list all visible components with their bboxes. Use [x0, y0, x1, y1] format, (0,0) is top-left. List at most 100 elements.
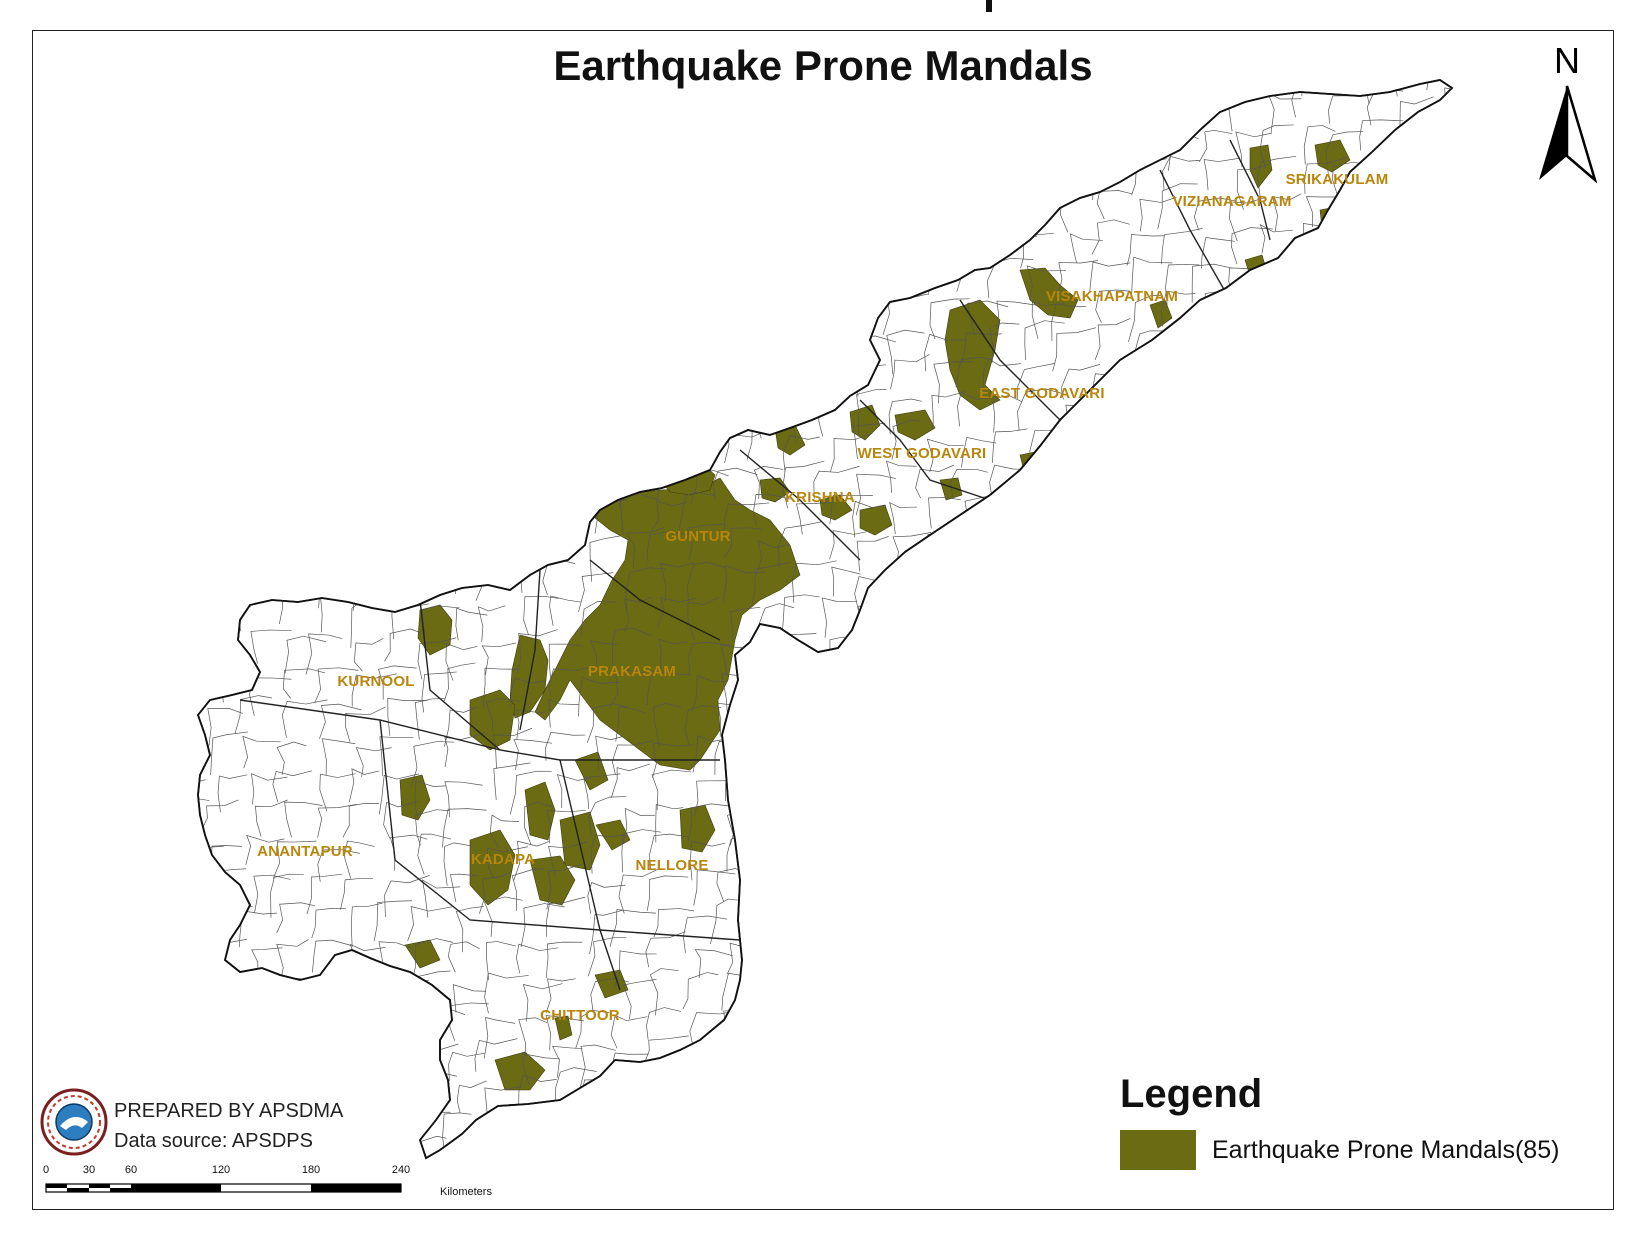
mandal-boundary	[515, 433, 551, 475]
mandal-boundary	[923, 1107, 958, 1141]
mandal-boundary	[586, 703, 628, 743]
mandal-boundary	[548, 841, 587, 877]
mandal-boundary	[647, 186, 681, 223]
mandal-boundary	[418, 336, 450, 365]
mandal-boundary	[1264, 701, 1296, 741]
mandal-boundary	[921, 1012, 955, 1044]
mandal-boundary	[553, 1140, 582, 1158]
mandal-boundary	[1442, 534, 1452, 564]
mandal-boundary	[1406, 603, 1442, 648]
mandal-boundary	[1234, 304, 1271, 339]
mandal-boundary	[1297, 911, 1336, 951]
mandal-boundary	[1266, 396, 1297, 435]
mandal-boundary	[280, 203, 321, 244]
mandal-boundary	[383, 800, 420, 839]
mandal-boundary	[1401, 832, 1443, 868]
mandal-boundary	[1297, 425, 1333, 460]
mandal-boundary	[207, 707, 243, 746]
mandal-boundary	[455, 906, 484, 953]
mandal-boundary	[589, 639, 619, 673]
mandal-boundary	[1306, 335, 1346, 376]
mandal-boundary	[642, 355, 679, 400]
mandal-boundary	[1303, 1005, 1337, 1045]
mandal-boundary	[1401, 662, 1437, 707]
mandal-boundary	[723, 1009, 759, 1047]
mandal-boundary	[966, 220, 1002, 259]
mandal-boundary	[1240, 632, 1281, 669]
mandal-boundary	[618, 226, 658, 267]
mandal-boundary	[852, 422, 886, 459]
mandal-boundary	[275, 1010, 315, 1049]
mandal-boundary	[218, 567, 255, 604]
mandal-boundary	[410, 938, 454, 985]
mandal-boundary	[816, 156, 856, 203]
mandal-boundary	[764, 1150, 795, 1158]
mandal-boundary	[1295, 708, 1332, 742]
mandal-boundary	[915, 641, 960, 670]
mandal-boundary	[343, 840, 375, 879]
prone-area-prakasam-west	[509, 634, 549, 719]
mandal-boundary	[683, 267, 720, 302]
mandal-boundary	[964, 736, 996, 777]
mandal-boundary	[243, 359, 279, 399]
mandal-boundary	[556, 774, 592, 808]
mandal-boundary	[685, 1145, 730, 1158]
mandal-boundary	[1173, 809, 1210, 849]
mandal-boundary	[1201, 697, 1234, 730]
mandal-boundary	[650, 290, 689, 338]
mandal-boundary	[1334, 436, 1373, 472]
mandal-boundary	[721, 200, 754, 242]
legend-label: Earthquake Prone Mandals(85)	[1212, 1136, 1560, 1164]
mandal-boundary	[991, 428, 1028, 463]
mandal-boundary	[1052, 327, 1097, 372]
mandal-boundary	[510, 1114, 552, 1155]
mandal-boundary	[377, 1073, 413, 1109]
prone-area-chittoor-1	[594, 969, 629, 999]
mandal-boundary	[1060, 881, 1097, 911]
mandal-boundary	[553, 369, 584, 400]
mandal-boundary	[1019, 504, 1054, 537]
mandal-boundary	[311, 908, 347, 939]
mandal-boundary	[445, 643, 478, 681]
mandal-boundary	[242, 735, 281, 769]
mandal-boundary	[1261, 1053, 1295, 1085]
mandal-boundary	[585, 192, 618, 222]
mandal-boundary	[677, 1049, 721, 1088]
mandal-boundary	[782, 460, 825, 509]
mandal-boundary	[583, 773, 621, 810]
mandal-boundary	[210, 731, 249, 775]
mandal-boundary	[1050, 1007, 1091, 1042]
mandal-boundary	[832, 361, 863, 390]
mandal-boundary	[340, 124, 377, 172]
mandal-boundary	[720, 1042, 761, 1077]
mandal-boundary	[861, 773, 893, 810]
label-guntur: GUNTUR	[665, 528, 730, 545]
mandal-boundary	[1404, 128, 1435, 159]
mandal-boundary	[270, 873, 304, 918]
mandal-boundary	[751, 195, 791, 236]
mandal-boundary	[491, 368, 530, 410]
mandal-boundary	[479, 871, 511, 914]
mandal-boundary	[1430, 229, 1452, 271]
mandal-boundary	[1126, 875, 1166, 920]
mandal-boundary	[246, 973, 281, 1008]
mandal-boundary	[753, 494, 791, 527]
prone-mandal-areas	[399, 139, 1353, 1091]
mandal-boundary	[1331, 1074, 1361, 1108]
mandal-boundary	[753, 466, 784, 499]
mandal-boundary	[540, 392, 578, 425]
mandal-boundary	[1440, 944, 1452, 992]
mandal-boundary	[1130, 439, 1163, 481]
mandal-boundary	[1325, 131, 1363, 174]
mandal-boundary	[375, 199, 410, 229]
mandal-boundary	[790, 121, 834, 155]
mandal-boundary	[595, 735, 623, 771]
mandal-boundary	[209, 604, 242, 647]
mandal-boundary	[509, 770, 552, 815]
mandal-boundary	[816, 195, 858, 230]
mandal-boundary	[955, 1041, 986, 1078]
mandal-boundary	[891, 870, 930, 906]
mandal-boundary	[1434, 439, 1452, 474]
mandal-boundary	[922, 1038, 955, 1074]
mandal-boundary	[999, 124, 1040, 164]
